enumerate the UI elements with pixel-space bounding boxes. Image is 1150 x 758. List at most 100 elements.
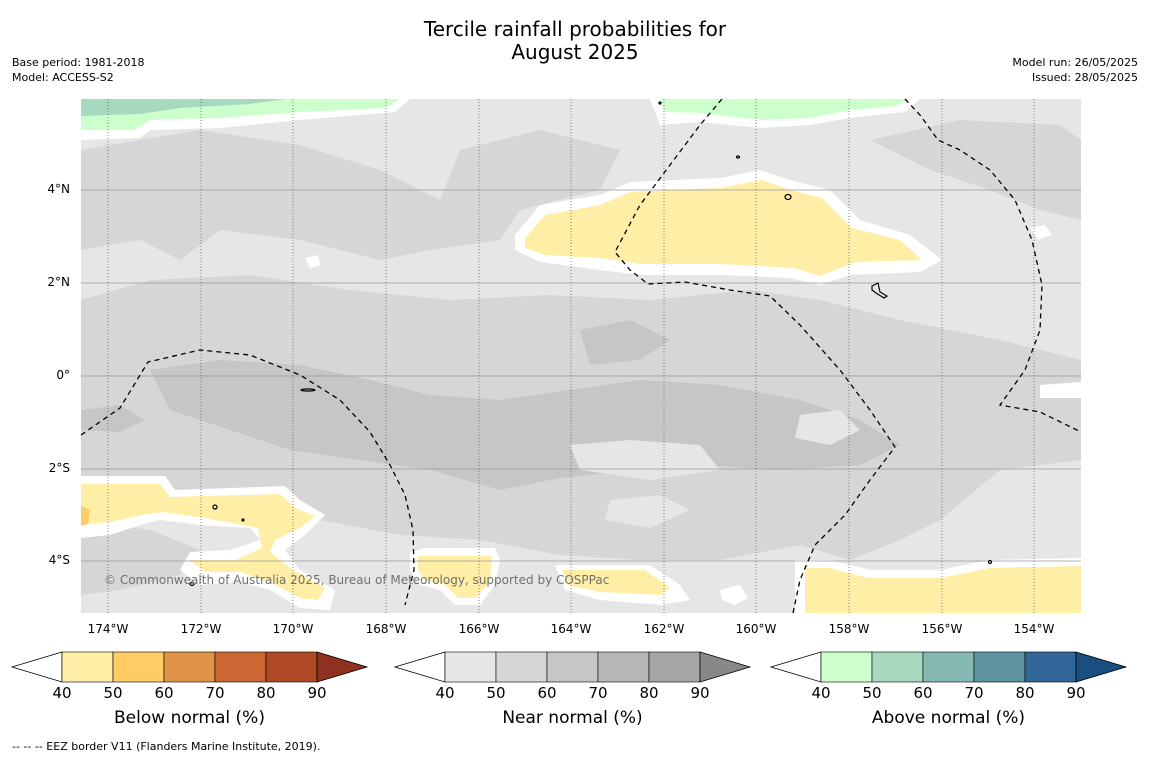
white-patch-2	[305, 255, 320, 268]
colorbar-tick-label: 40	[435, 684, 455, 702]
above-normal-nw-50	[81, 99, 285, 116]
near-normal-50-sw	[81, 520, 200, 595]
lon-label-166w: 166°W	[458, 622, 500, 636]
colorbar-segment	[648, 651, 701, 683]
island-fanning	[784, 193, 792, 201]
copyright-notice: © Commonwealth of Australia 2025, Bureau…	[104, 573, 610, 587]
colorbar-tick-label: 40	[52, 684, 72, 702]
colorbar-title-above: Above normal (%)	[871, 708, 1026, 728]
colorbar-tick-label: 90	[690, 684, 710, 702]
colorbar-segment	[1024, 651, 1077, 683]
colorbar-segment	[820, 651, 873, 683]
island-atoll-6	[987, 559, 993, 565]
colorbar-segment	[871, 651, 924, 683]
near-normal-60-west	[81, 405, 145, 432]
graticule	[81, 189, 1081, 562]
below-normal-north	[525, 180, 922, 276]
colorbar-tick-label: 80	[639, 684, 659, 702]
colorbar-title-near: Near normal (%)	[502, 708, 643, 728]
colorbar-tick-label: 40	[811, 684, 831, 702]
colorbar-low-extension	[769, 651, 822, 683]
colorbar-tick-label: 60	[537, 684, 557, 702]
base-period: Base period: 1981-2018	[12, 56, 145, 69]
colorbar-segment	[597, 651, 650, 683]
lon-label-158w: 158°W	[828, 622, 870, 636]
islands	[189, 101, 993, 587]
white-patch-3	[1030, 225, 1052, 240]
eez-legend-note: -- -- -- EEZ border V11 (Flanders Marine…	[12, 740, 321, 753]
colorbar-segment	[265, 651, 318, 683]
colorbar-tick-label: 90	[1066, 684, 1086, 702]
colorbar-segment	[546, 651, 599, 683]
lat-label-2s: 2°S	[48, 461, 70, 475]
near-normal-50-ne	[870, 120, 1081, 220]
colorbar-segment	[214, 651, 267, 683]
near-normal-light-pocket-3	[605, 495, 690, 528]
colorbar-segment	[444, 651, 497, 683]
colorbar-segment	[922, 651, 975, 683]
white-patch-4	[1040, 382, 1081, 398]
model-name: Model: ACCESS-S2	[12, 71, 114, 84]
colorbar-tick-label: 70	[588, 684, 608, 702]
colorbar-segment	[973, 651, 1026, 683]
island-atoll-5	[658, 101, 662, 105]
title-line-2: August 2025	[511, 40, 639, 64]
colorbar-above-normal	[769, 651, 1128, 683]
island-atoll-3	[300, 388, 316, 392]
colorbar-segment	[163, 651, 216, 683]
lon-label-174w: 174°W	[87, 622, 129, 636]
eez-border-line-islands-east	[904, 98, 1082, 433]
colorbar-below-normal	[10, 651, 369, 683]
island-atoll-1	[212, 504, 218, 510]
colorbar-tick-label: 70	[205, 684, 225, 702]
colorbar-high-extension	[316, 651, 369, 683]
white-patch-1	[720, 585, 748, 605]
eez-border-kiribati-phoenix	[80, 349, 415, 606]
lat-label-4n: 4°N	[47, 182, 70, 196]
colorbars	[10, 651, 1128, 683]
island-atoll-7	[241, 518, 245, 522]
colorbar-low-extension	[10, 651, 63, 683]
near-normal-50-region	[81, 130, 620, 260]
near-normal-light-pocket-1	[570, 440, 720, 480]
colorbar-tick-label: 80	[256, 684, 276, 702]
colorbar-segment	[112, 651, 165, 683]
run-info: Model run: 26/05/2025 Issued: 28/05/2025	[1012, 55, 1138, 85]
colorbar-tick-label: 70	[964, 684, 984, 702]
lat-label-equator: 0°	[56, 368, 70, 382]
model-info: Base period: 1981-2018 Model: ACCESS-S2	[12, 55, 144, 85]
lon-label-160w: 160°W	[735, 622, 777, 636]
lat-label-2n: 2°N	[47, 275, 70, 289]
lon-label-162w: 162°W	[643, 622, 685, 636]
lon-label-170w: 170°W	[272, 622, 314, 636]
colorbar-high-extension	[1075, 651, 1128, 683]
colorbar-tick-label: 90	[307, 684, 327, 702]
colorbar-tick-label: 50	[103, 684, 123, 702]
colorbar-near-normal	[393, 651, 752, 683]
island-kiritimati	[871, 282, 889, 299]
below-normal-south	[418, 556, 492, 598]
lon-label-154w: 154°W	[1013, 622, 1055, 636]
near-normal-light-pocket-2	[795, 410, 860, 445]
colorbar-tick-label: 50	[862, 684, 882, 702]
above-normal-north	[660, 99, 910, 120]
colorbar-tick-label: 80	[1015, 684, 1035, 702]
eez-borders	[80, 98, 1082, 614]
lat-label-4s: 4°S	[48, 553, 70, 567]
below-normal-southeast	[805, 566, 1081, 613]
colorbar-segment	[495, 651, 548, 683]
colorbar-tick-label: 60	[913, 684, 933, 702]
colorbar-low-extension	[393, 651, 446, 683]
map-title: Tercile rainfall probabilities for Augus…	[0, 18, 1150, 64]
title-line-1: Tercile rainfall probabilities for	[423, 17, 727, 41]
below-normal-sw-60	[81, 506, 90, 526]
below-normal-sw	[81, 484, 325, 600]
island-atoll-2	[189, 581, 195, 587]
issued-date: Issued: 28/05/2025	[1031, 71, 1138, 84]
colorbar-tick-label: 60	[154, 684, 174, 702]
near-normal-60-patch	[580, 320, 670, 365]
colorbar-segment	[61, 651, 114, 683]
colorbar-tick-label: 50	[486, 684, 506, 702]
colorbar-high-extension	[699, 651, 752, 683]
